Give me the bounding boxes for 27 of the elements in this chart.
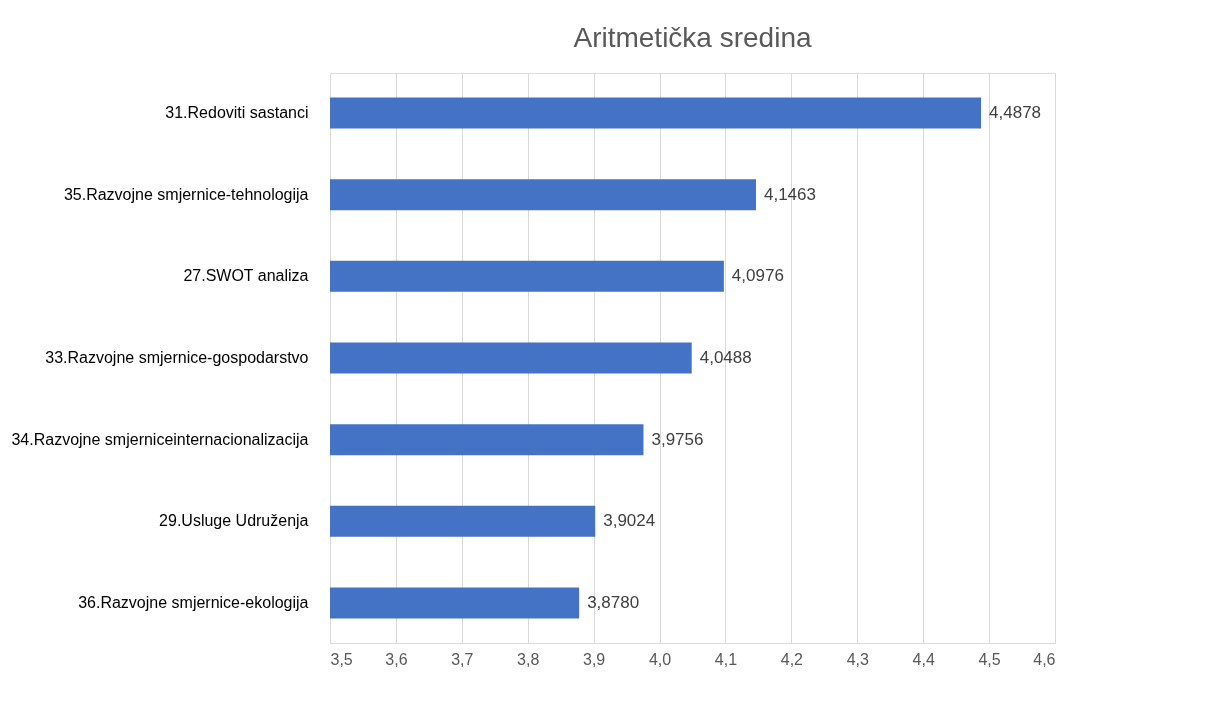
x-tick-label: 4,5 (978, 650, 1001, 668)
x-tick-label: 3,8 (517, 650, 540, 668)
y-tick-label: 27.SWOT analiza (183, 267, 309, 285)
data-label: 4,0976 (731, 266, 784, 286)
data-label: 3,8780 (587, 592, 640, 612)
data-label: 4,0488 (699, 348, 752, 367)
x-tick-label: 4,6 (1033, 650, 1056, 668)
data-label: 4,1463 (763, 184, 816, 204)
y-tick-label: 34.Razvojne smjerniceinternacionalizacija (11, 430, 309, 448)
y-tick-label: 31.Redoviti sastanci (165, 104, 309, 122)
y-tick-label: 33.Razvojne smjernice-gospodarstvo (45, 349, 309, 366)
x-tick-label: 3,7 (451, 650, 474, 668)
x-tick-label: 4,0 (648, 650, 672, 668)
x-tick-label: 4,4 (912, 650, 935, 668)
x-tick-label: 3,6 (385, 650, 408, 668)
y-tick-label: 29.Usluge Udruženja (159, 512, 309, 530)
y-tick-label: 36.Razvojne smjernice-ekologija (78, 593, 309, 611)
x-tick-label: 4,1 (714, 650, 738, 668)
data-label: 3,9756 (651, 429, 704, 449)
y-tick-label: 35.Razvojne smjernice-tehnologija (63, 185, 309, 203)
chart-title: Aritmetička sredina (573, 22, 812, 53)
x-tick-label: 4,2 (780, 650, 804, 668)
x-tick-label: 3,9 (583, 650, 606, 668)
data-label: 4,4878 (989, 103, 1042, 123)
data-label: 3,9024 (603, 511, 656, 531)
x-tick-label: 4,3 (846, 650, 869, 668)
x-tick-label: 3,5 (330, 650, 353, 668)
